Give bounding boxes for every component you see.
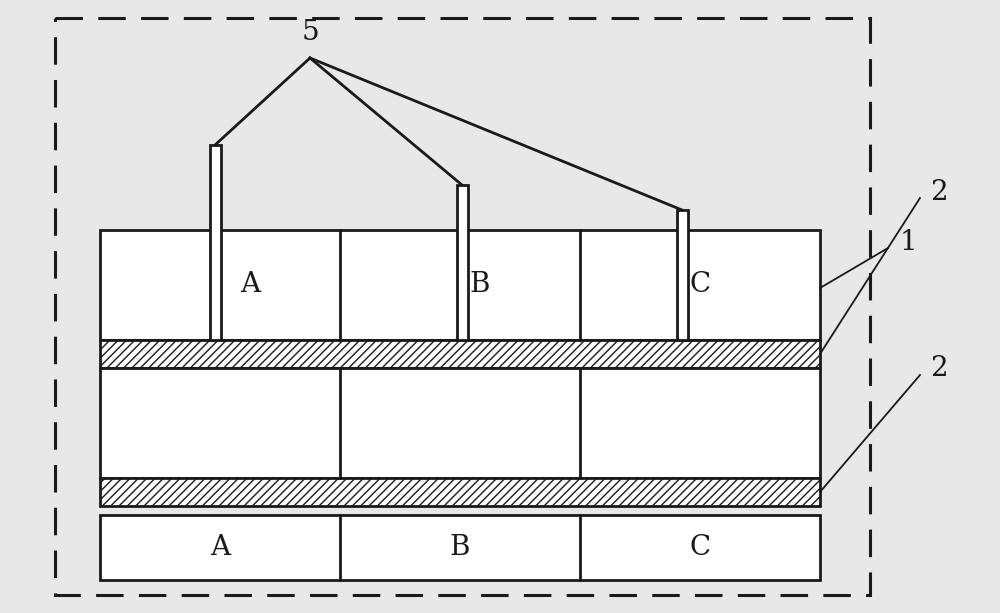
Text: A: A xyxy=(240,272,260,299)
Text: 1: 1 xyxy=(900,229,918,256)
Bar xyxy=(456,185,468,340)
Bar xyxy=(100,478,820,506)
Text: A: A xyxy=(210,534,230,561)
Text: 2: 2 xyxy=(930,356,948,383)
Bar xyxy=(55,18,870,595)
Text: C: C xyxy=(689,272,711,299)
Text: 2: 2 xyxy=(930,178,948,205)
Bar xyxy=(100,340,820,368)
Text: B: B xyxy=(450,534,470,561)
Bar xyxy=(210,145,220,340)
Bar xyxy=(100,230,820,340)
Text: B: B xyxy=(470,272,490,299)
Bar xyxy=(100,368,820,478)
Bar xyxy=(676,210,688,340)
Text: 5: 5 xyxy=(301,19,319,46)
Bar xyxy=(100,515,820,580)
Text: C: C xyxy=(689,534,711,561)
